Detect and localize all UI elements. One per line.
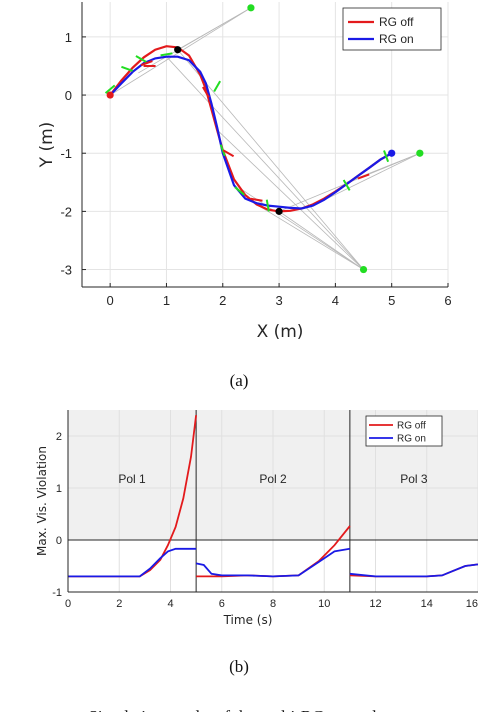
legend-label: RG on [379,32,414,46]
x-tick-label: 3 [275,293,282,308]
x-tick-label: 2 [219,293,226,308]
x-tick-label: 5 [388,293,395,308]
y-tick-label: 0 [65,88,72,103]
heading-marker [234,186,245,196]
x-axis-label: Time (s) [223,613,273,627]
x-tick-label: 0 [107,293,114,308]
y-tick-label: 1 [56,483,62,495]
marker-point [174,46,182,54]
x-tick-label: 8 [270,598,276,610]
heading-marker [104,84,116,94]
legend-label: RG off [379,15,414,29]
x-axis-label: X (m) [257,322,304,342]
heading-marker [219,144,226,157]
sight-line [138,7,252,74]
heading-marker [160,52,173,57]
heading-marker [202,86,210,98]
sight-line [177,49,364,270]
policy-label: Pol 3 [400,472,428,486]
x-tick-label: 1 [163,293,170,308]
x-tick-label: 4 [332,293,339,308]
heading-marker [140,60,153,67]
footer-text: Simulation results of the multi-RG contr… [88,707,389,712]
y-tick-label: -1 [60,146,72,161]
caption-a: (a) [230,371,249,390]
marker-point [388,149,396,157]
legend-label: RG off [397,421,426,432]
heading-marker [121,65,134,72]
policy-label: Pol 1 [118,472,146,486]
y-tick-label: 1 [65,30,72,45]
x-tick-label: 2 [116,598,122,610]
legend [365,415,443,447]
sight-line [256,204,364,270]
sight-line [239,187,364,270]
heading-marker [135,55,147,63]
x-tick-label: 4 [167,598,173,610]
marker-point [247,4,255,12]
x-tick-label: 10 [318,598,330,610]
sight-line [216,129,364,270]
legend-label: RG on [397,434,426,445]
x-tick-label: 0 [65,598,71,610]
heading-marker [383,150,390,163]
heading-marker [357,173,370,180]
y-tick-label: 2 [56,431,62,443]
caption-b: (b) [229,657,249,676]
x-tick-label: 14 [421,598,433,610]
heading-marker [342,179,351,191]
series-rg-on-line [68,547,478,578]
marker-point [416,149,424,157]
x-tick-label: 16 [466,598,478,610]
y-axis-label: Y (m) [37,122,57,169]
heading-marker [250,197,263,202]
legend [342,7,442,51]
sight-line [166,56,364,270]
marker-point [106,91,114,99]
y-axis-label: Max. Vis. Violation [35,446,49,556]
marker-point [275,207,283,215]
x-tick-label: 12 [369,598,381,610]
marker-point [359,265,368,274]
y-tick-label: -1 [52,587,62,599]
policy-label: Pol 2 [259,472,287,486]
y-tick-label: -2 [60,204,72,219]
x-tick-label: 6 [444,293,451,308]
sight-line [312,152,421,206]
heading-marker [213,80,222,93]
y-tick-label: 0 [56,535,62,547]
x-tick-label: 6 [219,598,225,610]
heading-marker [222,149,235,158]
trajectory-plot: 0 1 2 3 4 5 6 1 0 -1 -2 -3 X (m) Y (m) RG off RG on [37,2,452,342]
heading-marker [265,199,270,212]
y-tick-label: -3 [60,263,72,278]
